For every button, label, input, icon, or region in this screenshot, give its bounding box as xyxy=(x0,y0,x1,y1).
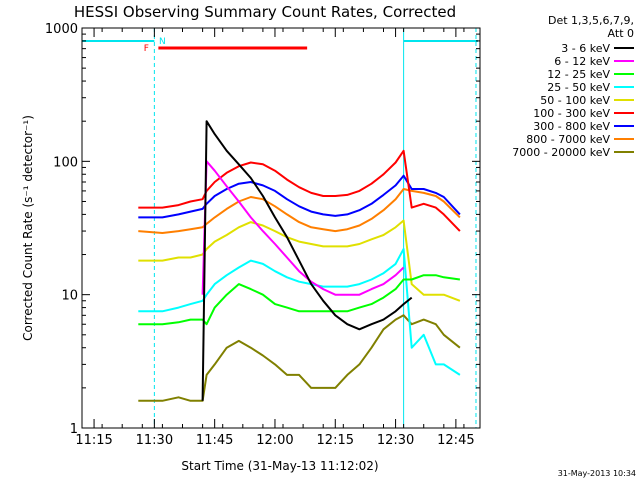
y-axis-label: Corrected Count Rate (s⁻¹ detector⁻¹) xyxy=(21,115,35,341)
y-tick-label: 1000 xyxy=(45,22,78,37)
x-axis-label: Start Time (31-May-13 11:12:02) xyxy=(181,459,378,473)
x-tick-label: 12:45 xyxy=(437,433,474,448)
y-tick-label: 100 xyxy=(53,155,78,170)
series-line-1 xyxy=(201,160,405,296)
legend-label-6: 300 - 800 keV xyxy=(533,120,610,133)
series-line-7 xyxy=(138,188,461,234)
legend-header-2: Att 0 xyxy=(608,27,634,40)
x-tick-label: 12:30 xyxy=(377,433,414,448)
x-tick-label: 11:15 xyxy=(75,433,112,448)
legend-label-1: 6 - 12 keV xyxy=(554,55,610,68)
x-tick-label: 12:00 xyxy=(256,433,293,448)
legend-label-7: 800 - 7000 keV xyxy=(526,133,610,146)
legend-label-0: 3 - 6 keV xyxy=(561,42,610,55)
legend-label-4: 50 - 100 keV xyxy=(540,94,610,107)
legend-label-3: 25 - 50 keV xyxy=(547,81,610,94)
y-tick-label: 1 xyxy=(70,422,78,437)
footer-timestamp: 31-May-2013 10:34 xyxy=(558,469,636,478)
legend-label-2: 12 - 25 keV xyxy=(547,68,610,81)
legend-label-5: 100 - 300 keV xyxy=(533,107,610,120)
y-tick-label: 10 xyxy=(61,289,78,304)
night-flag-label: N xyxy=(159,37,166,47)
x-tick-label: 12:15 xyxy=(317,433,354,448)
x-tick-label: 11:45 xyxy=(196,433,233,448)
series-line-8 xyxy=(138,314,461,402)
flare-flag-label: F xyxy=(144,44,149,54)
series-line-6 xyxy=(138,174,461,219)
legend-header-1: Det 1,3,5,6,7,9, xyxy=(548,14,634,27)
series-layer xyxy=(138,120,461,402)
plot-frame xyxy=(81,27,481,429)
chart-title: HESSI Observing Summary Count Rates, Cor… xyxy=(74,3,456,21)
axes-layer: 1 10 100 1000 11:15 11:30 11:45 12:00 12:15 12:30… xyxy=(45,22,481,448)
legend-label-8: 7000 - 20000 keV xyxy=(512,146,610,159)
series-line-0 xyxy=(201,120,413,401)
x-tick-label: 11:30 xyxy=(136,433,173,448)
